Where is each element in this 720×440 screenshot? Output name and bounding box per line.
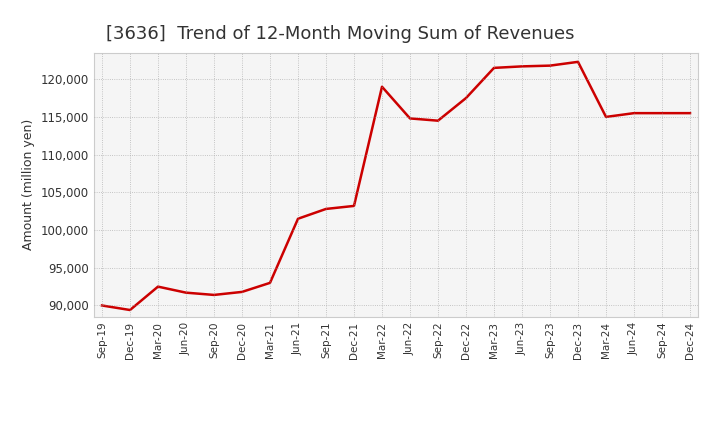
Text: [3636]  Trend of 12-Month Moving Sum of Revenues: [3636] Trend of 12-Month Moving Sum of R… (106, 25, 574, 43)
Y-axis label: Amount (million yen): Amount (million yen) (22, 119, 35, 250)
